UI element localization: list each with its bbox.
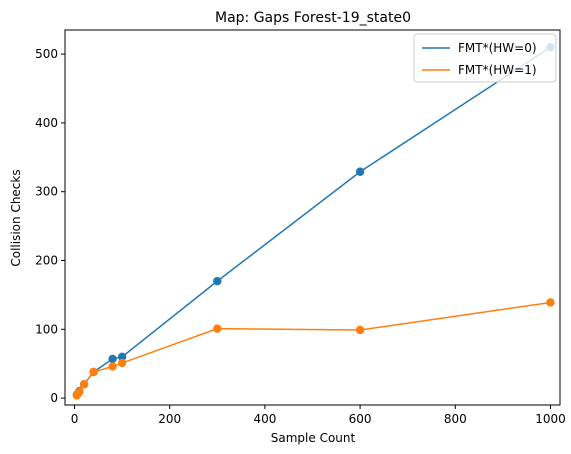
x-tick-label: 200	[158, 412, 181, 426]
y-tick-label: 0	[50, 391, 58, 405]
x-tick-label: 0	[71, 412, 79, 426]
data-point	[213, 324, 222, 333]
data-point	[546, 298, 555, 307]
data-point	[117, 358, 127, 368]
data-point	[117, 352, 127, 362]
data-point	[355, 167, 365, 176]
legend-label: FMT*(HW=0)	[458, 41, 537, 55]
y-axis: 0 100 200 300 400 500	[35, 47, 65, 405]
x-axis: 0 200 400 600 800 1000	[71, 405, 566, 426]
data-point	[75, 387, 84, 397]
plot-frame	[64, 29, 561, 406]
x-tick-label: 400	[253, 412, 276, 426]
y-tick-label: 400	[35, 116, 58, 130]
data-point	[89, 367, 98, 377]
data-point	[79, 380, 89, 389]
data-point	[213, 276, 222, 286]
data-point	[108, 362, 117, 371]
data-point	[108, 354, 117, 364]
legend: FMT*(HW=0) FMT*(HW=1)	[413, 33, 557, 83]
y-tick-label: 100	[35, 322, 58, 336]
legend-label: FMT*(HW=1)	[458, 63, 537, 77]
y-axis-label: Collision Checks	[9, 169, 23, 266]
x-tick-label: 1000	[535, 412, 566, 426]
x-tick-label: 600	[349, 412, 372, 426]
x-tick-label: 800	[444, 412, 467, 426]
y-tick-label: 500	[35, 47, 58, 61]
chart-title: Map: Gaps Forest-19_state0	[215, 10, 411, 26]
y-tick-label: 300	[35, 185, 58, 199]
series-layer	[72, 43, 555, 400]
x-axis-label: Sample Count	[271, 431, 356, 445]
y-tick-label: 200	[35, 254, 58, 268]
data-point	[355, 325, 365, 335]
